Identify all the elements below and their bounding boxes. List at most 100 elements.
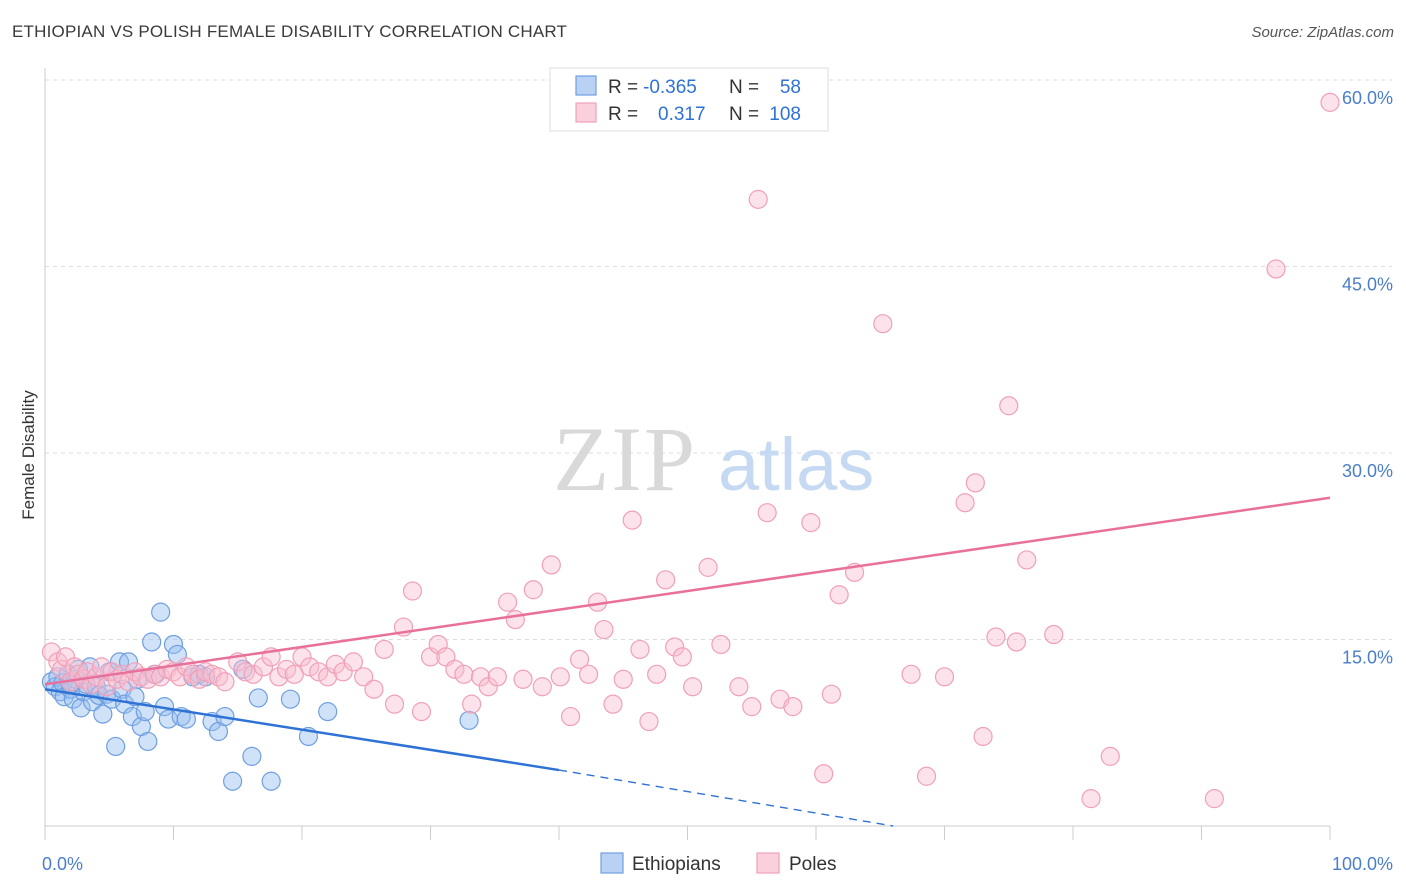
stats-r-value-ethiopians: -0.365	[643, 77, 697, 98]
poles-point	[471, 667, 491, 687]
legend-swatch-ethiopians	[600, 852, 624, 874]
poles-point	[916, 766, 937, 786]
poles-point	[656, 570, 676, 590]
poles-point	[384, 694, 405, 714]
y-tick-label: 30.0%	[1342, 461, 1393, 481]
poles-point	[41, 642, 62, 662]
poles-point	[402, 581, 423, 601]
poles-point	[215, 672, 235, 692]
poles-point	[665, 637, 685, 657]
series-poles	[41, 72, 1340, 809]
poles-point	[411, 702, 432, 722]
ethiopians-point	[151, 602, 171, 622]
poles-point	[569, 649, 590, 669]
stats-legend: R = -0.365 N = 58 R = 0.317 N = 108	[549, 67, 829, 132]
series-legend: Ethiopians Poles	[600, 852, 837, 875]
ethiopians-point	[459, 710, 479, 730]
watermark-zip: ZIP	[553, 408, 697, 510]
stats-n-label-poles: N =	[729, 104, 759, 125]
stats-swatch-ethiopians	[575, 75, 597, 96]
y-tick-label: 60.0%	[1342, 88, 1393, 108]
poles-point	[1204, 789, 1224, 809]
poles-point	[284, 664, 304, 684]
poles-point	[343, 652, 363, 672]
poles-point	[374, 639, 394, 660]
axes: 15.0% 30.0% 45.0% 60.0% 0.0% 100.0%	[42, 68, 1393, 874]
legend-label-ethiopians: Ethiopians	[632, 854, 721, 875]
poles-point	[523, 580, 543, 600]
poles-point	[783, 697, 803, 717]
poles-point	[208, 667, 229, 687]
stats-n-value-poles: 108	[769, 104, 801, 125]
poles-point	[454, 664, 474, 684]
ethiopians-point	[223, 771, 243, 791]
chart-title: ETHIOPIAN VS POLISH FEMALE DISABILITY CO…	[12, 22, 568, 41]
poles-point	[698, 557, 718, 577]
poles-point	[505, 610, 525, 630]
ethiopians-point	[248, 688, 268, 708]
poles-point	[487, 667, 507, 687]
poles-point	[1320, 92, 1340, 112]
ethiopians-point	[93, 704, 113, 724]
y-axis-title: Female Disability	[19, 390, 38, 520]
ethiopians-point	[163, 634, 184, 655]
stats-r-label-poles: R =	[608, 104, 638, 125]
stats-swatch-poles	[575, 102, 597, 123]
poles-point	[683, 677, 703, 697]
poles-point	[532, 677, 552, 697]
poles-point	[757, 503, 777, 523]
poles-point	[901, 664, 921, 684]
ethiopians-point	[280, 689, 301, 709]
poles-point	[672, 647, 692, 667]
poles-point	[309, 662, 329, 682]
ethiopians-point	[142, 632, 162, 652]
poles-point	[630, 639, 650, 660]
chart-source: Source: ZipAtlas.com	[1251, 24, 1394, 41]
ethiopians-point	[106, 736, 126, 757]
poles-point	[973, 726, 993, 747]
poles-point	[354, 667, 374, 687]
poles-point	[594, 619, 614, 640]
poles-point	[462, 694, 482, 714]
poles-point	[603, 694, 623, 714]
ethiopians-point	[318, 702, 338, 722]
poles-point	[742, 697, 762, 717]
poles-point	[1100, 746, 1120, 766]
poles-point	[269, 667, 289, 687]
ethiopians-trend-line	[44, 687, 560, 772]
legend-label-poles: Poles	[789, 854, 837, 875]
poles-point	[300, 657, 320, 677]
poles-point	[873, 314, 893, 334]
poles-point	[253, 657, 274, 677]
ethiopians-point	[71, 698, 91, 718]
poles-point	[986, 627, 1006, 647]
poles-point	[1266, 259, 1286, 279]
poles-point	[445, 659, 465, 679]
poles-point	[1044, 624, 1064, 645]
data-series	[41, 72, 1340, 809]
poles-point	[541, 555, 561, 575]
poles-point	[647, 664, 667, 684]
ethiopians-point	[261, 771, 281, 791]
poles-point	[821, 684, 842, 704]
poles-point	[711, 634, 731, 655]
trend-lines	[44, 496, 1331, 827]
poles-point	[560, 706, 581, 727]
poles-point	[934, 667, 955, 687]
x-tick-label-min: 0.0%	[42, 854, 83, 874]
poles-point	[1006, 632, 1027, 652]
poles-point	[189, 669, 209, 689]
ethiopians-point	[138, 731, 158, 752]
poles-point	[1017, 550, 1037, 570]
poles-point	[243, 664, 263, 684]
stats-n-value-ethiopians: 58	[780, 77, 801, 98]
ethiopians-point	[176, 709, 196, 729]
poles-point	[965, 473, 985, 493]
poles-point	[955, 493, 975, 513]
poles-point	[814, 764, 834, 784]
poles-point	[333, 662, 353, 682]
watermark-atlas: atlas	[718, 423, 874, 506]
legend-swatch-poles	[756, 852, 780, 874]
poles-point	[1081, 789, 1101, 809]
